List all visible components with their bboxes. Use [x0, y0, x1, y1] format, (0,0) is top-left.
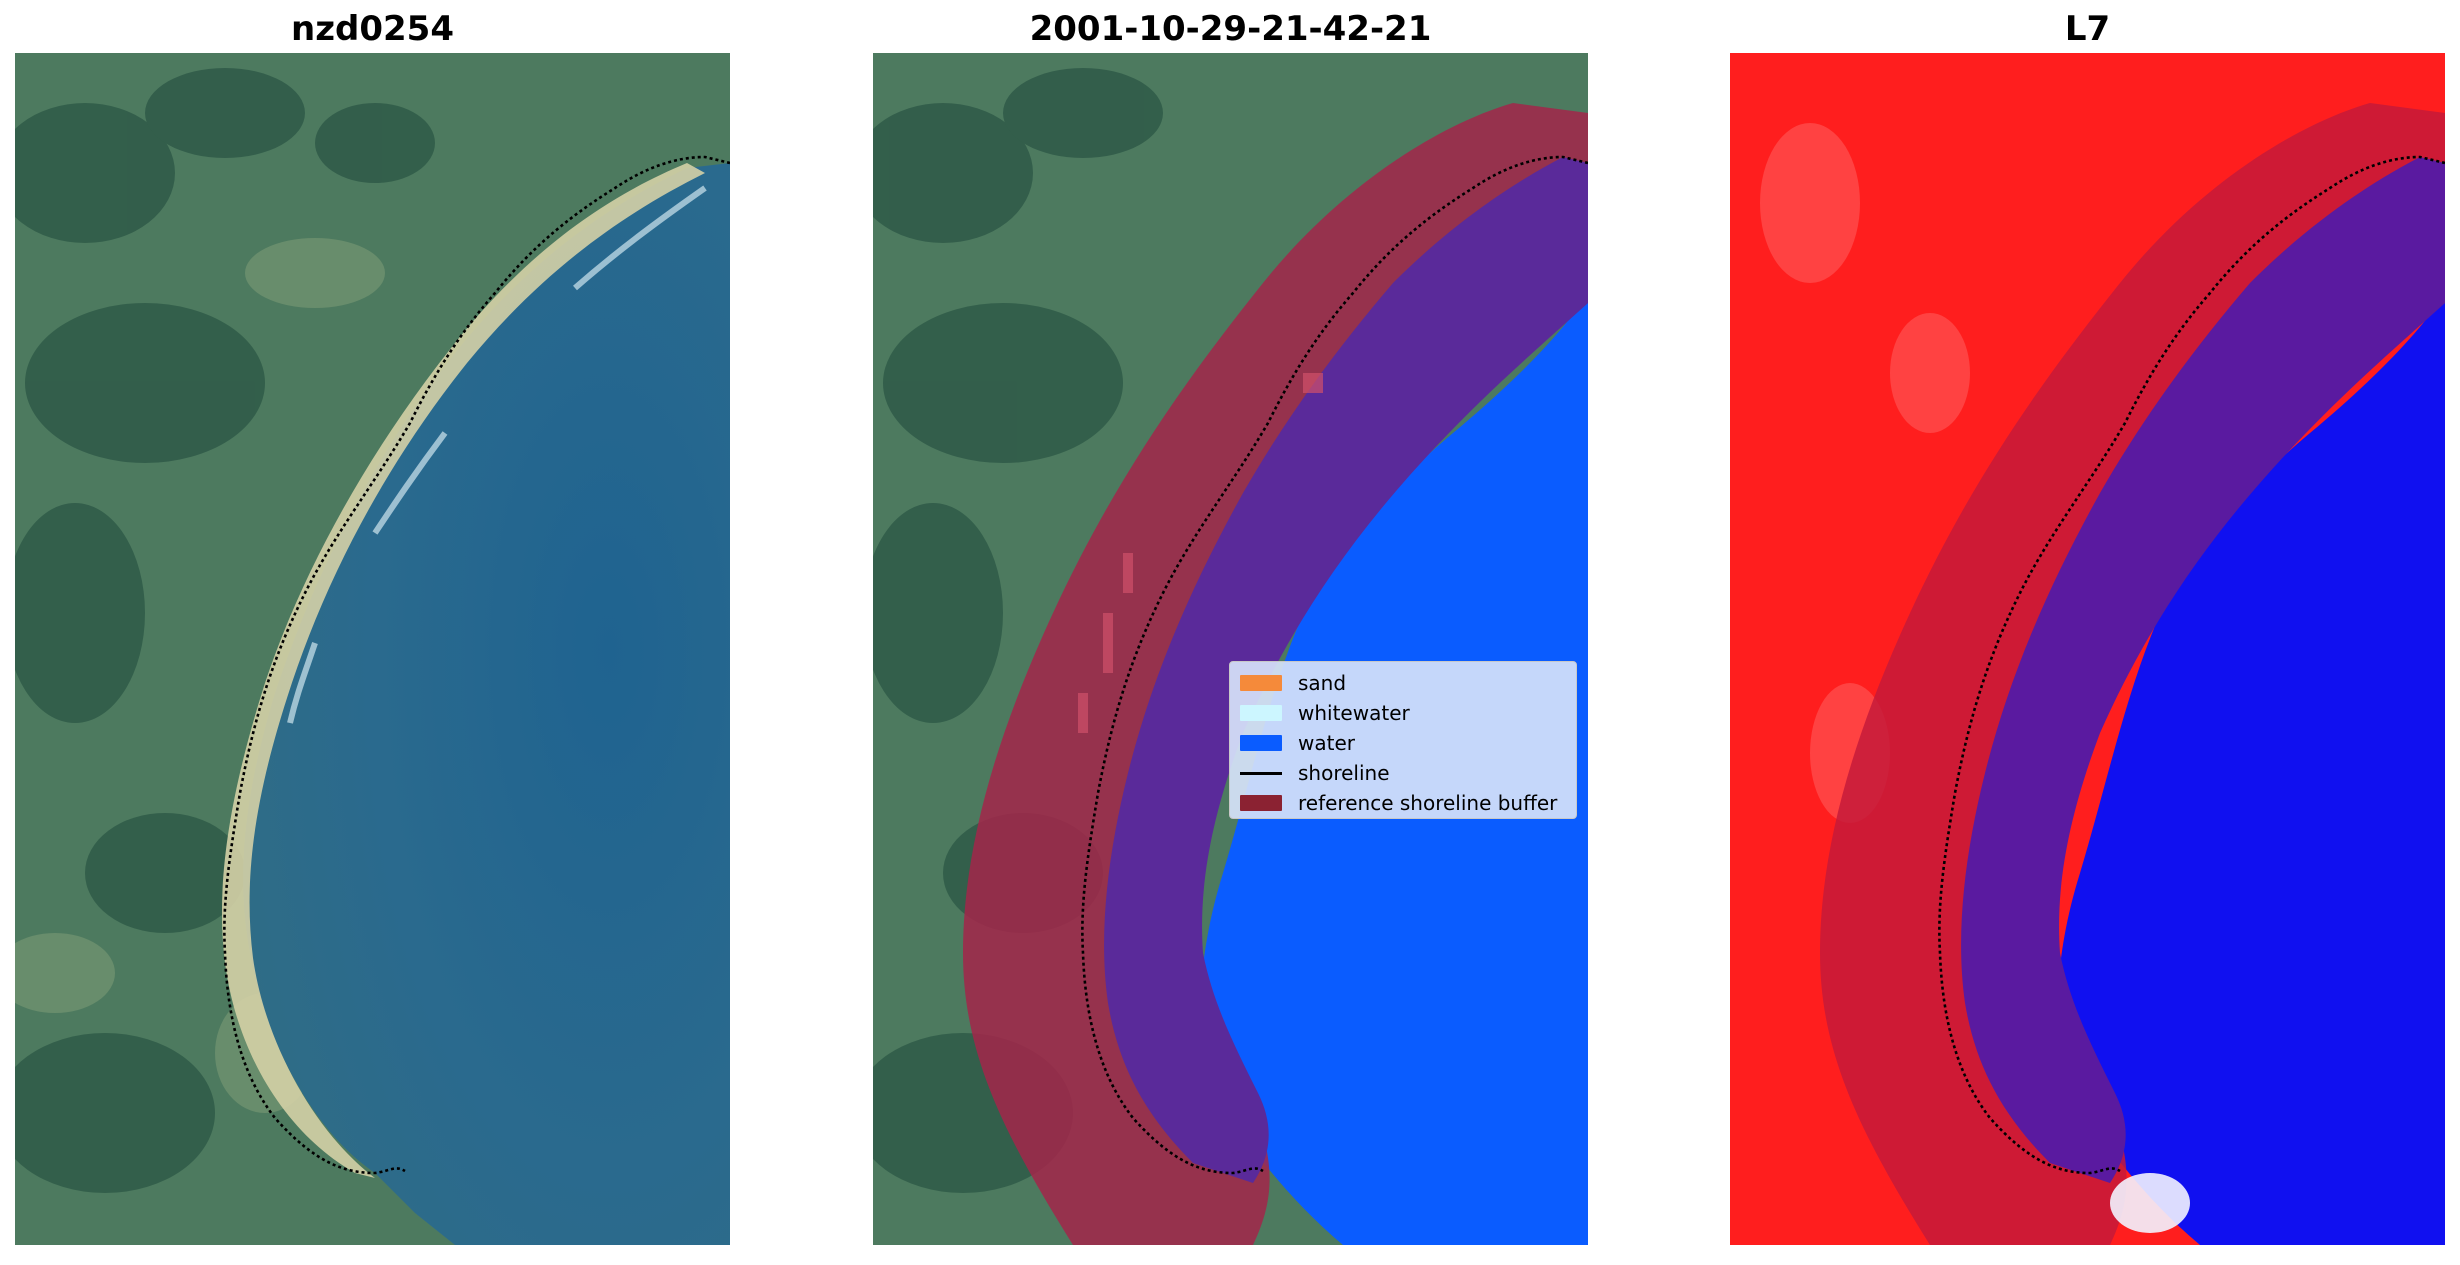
classified-image	[873, 53, 1588, 1245]
rgb-image-panel	[15, 53, 730, 1245]
rgb-image	[15, 53, 730, 1245]
panel-title-rgb: nzd0254	[291, 9, 454, 49]
sand-class	[1078, 373, 1323, 733]
classified-image-panel	[873, 53, 1588, 1245]
index-image	[1730, 53, 2445, 1245]
legend-label: water	[1298, 731, 1355, 755]
legend-label: reference shoreline buffer	[1298, 791, 1558, 815]
panel-title-index: L7	[2064, 9, 2111, 49]
legend-item-whitewater: whitewater	[1240, 698, 1566, 728]
beach	[221, 163, 706, 1178]
sea	[243, 163, 730, 1245]
legend-item-sand: sand	[1240, 668, 1566, 698]
shoreline-line	[1938, 155, 2445, 1175]
legend-item-shoreline: shoreline	[1240, 758, 1566, 788]
index-image-panel	[1730, 53, 2445, 1245]
legend-label: sand	[1298, 671, 1347, 695]
shoreline-line	[1081, 155, 1588, 1175]
shoreline-line	[223, 155, 730, 1175]
buffer-water-overlap	[1961, 157, 2445, 1183]
legend-swatch-whitewater	[1240, 705, 1282, 721]
legend-label: shoreline	[1298, 761, 1390, 785]
surf	[287, 185, 707, 724]
legend: sand whitewater water shoreline referenc…	[1229, 661, 1577, 819]
whitewater-patch	[2110, 1173, 2190, 1233]
vegetation	[15, 68, 435, 1193]
buffer-water-overlap	[1104, 157, 1588, 1183]
legend-item-buffer: reference shoreline buffer	[1240, 788, 1566, 818]
water-index	[2057, 293, 2445, 1245]
legend-swatch-sand	[1240, 675, 1282, 691]
legend-line-shoreline	[1240, 771, 1282, 775]
legend-swatch-water	[1240, 735, 1282, 751]
legend-swatch-buffer	[1240, 795, 1282, 811]
legend-item-water: water	[1240, 728, 1566, 758]
panel-title-classified: 2001-10-29-21-42-21	[1029, 9, 1432, 49]
legend-label: whitewater	[1298, 701, 1410, 725]
